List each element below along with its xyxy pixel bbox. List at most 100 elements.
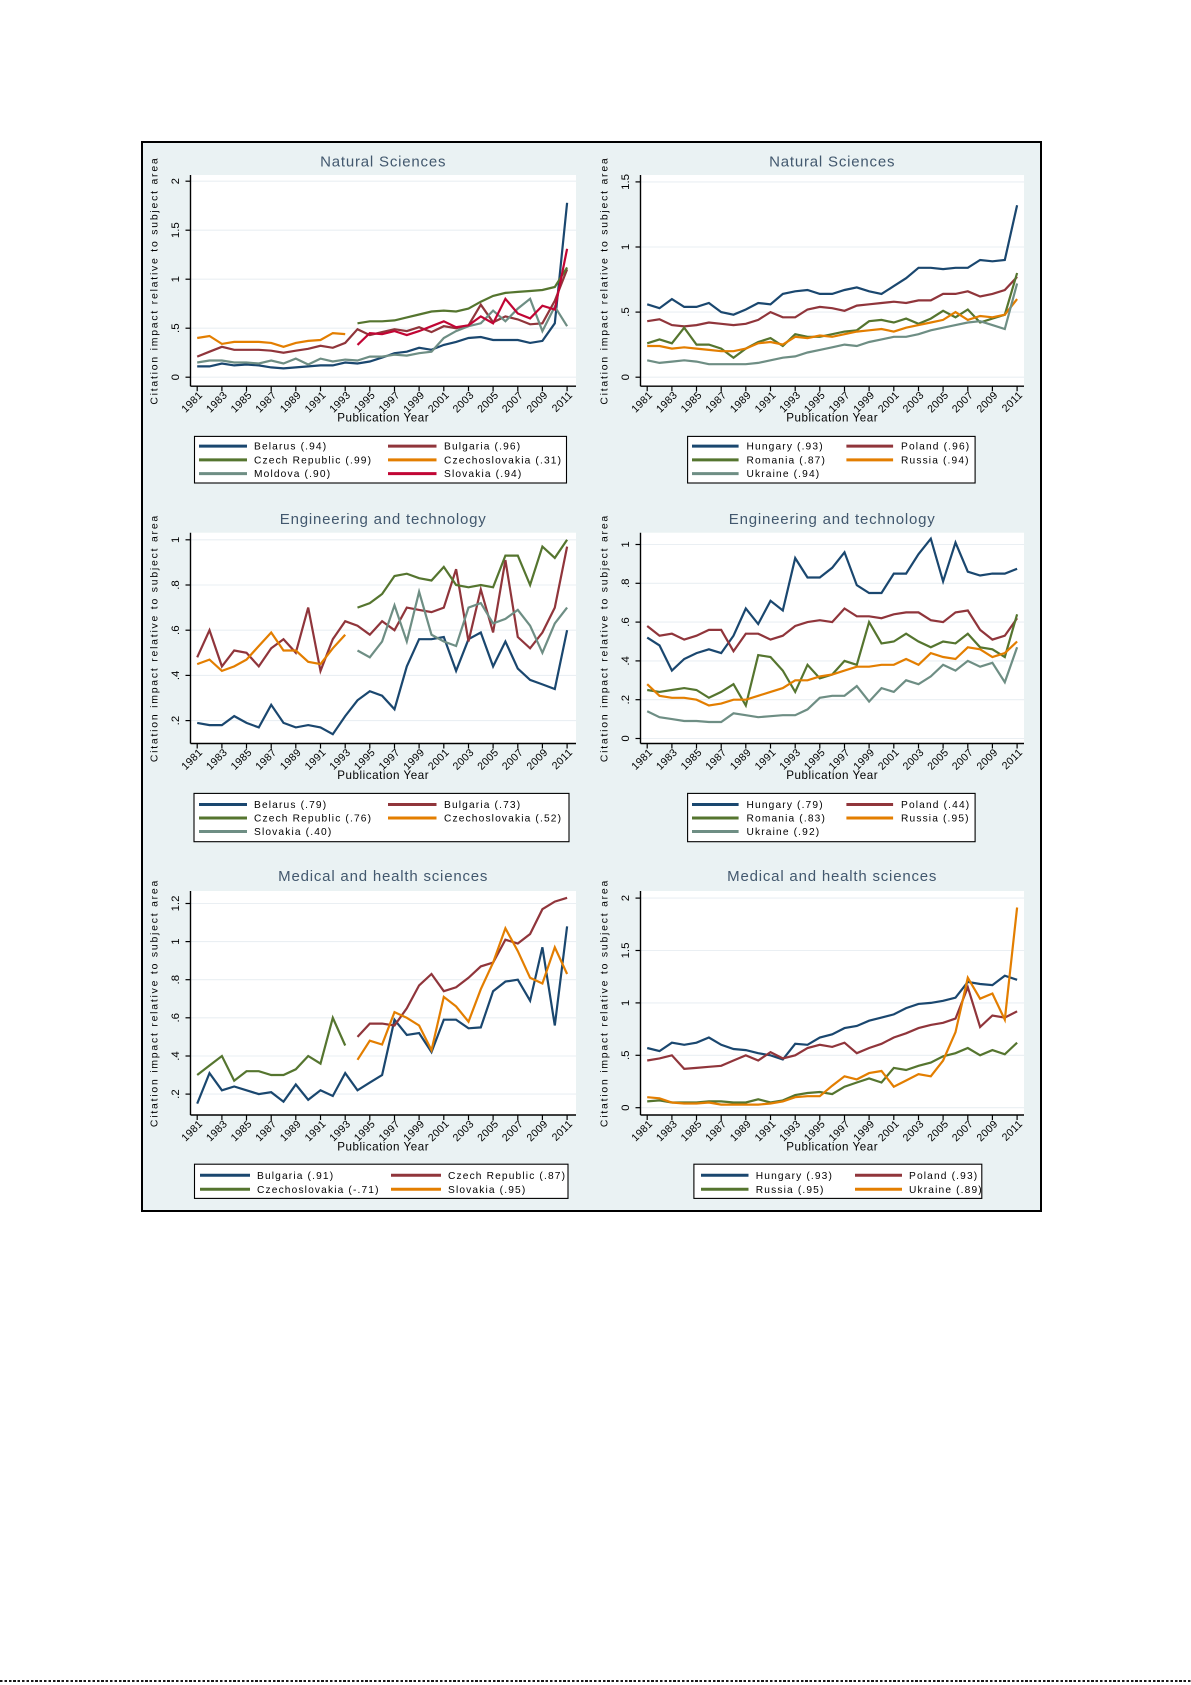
- svg-text:1: 1: [620, 541, 632, 547]
- svg-text:1981: 1981: [629, 747, 655, 773]
- svg-text:.2: .2: [170, 1089, 182, 1099]
- svg-text:Czechoslovakia (.52): Czechoslovakia (.52): [444, 814, 562, 825]
- svg-text:2011: 2011: [550, 747, 575, 772]
- svg-text:.6: .6: [620, 617, 632, 627]
- svg-text:1989: 1989: [278, 1118, 304, 1144]
- svg-text:Slovakia (.95): Slovakia (.95): [448, 1185, 526, 1196]
- svg-text:Bulgaria (.73): Bulgaria (.73): [444, 800, 521, 811]
- svg-text:Slovakia (.40): Slovakia (.40): [254, 827, 332, 838]
- svg-text:2009: 2009: [525, 1118, 551, 1144]
- svg-text:2011: 2011: [1000, 747, 1025, 772]
- svg-text:Belarus (.94): Belarus (.94): [254, 442, 327, 453]
- svg-text:Citation impact relative to su: Citation impact relative to subject area: [150, 514, 161, 762]
- svg-text:2001: 2001: [426, 747, 452, 773]
- svg-text:Hungary (.93): Hungary (.93): [747, 442, 824, 453]
- svg-text:2003: 2003: [451, 389, 477, 415]
- svg-text:1987: 1987: [253, 747, 279, 773]
- svg-text:.4: .4: [620, 656, 632, 666]
- svg-text:2011: 2011: [550, 389, 575, 414]
- svg-text:2007: 2007: [950, 747, 976, 773]
- svg-text:2001: 2001: [876, 747, 902, 773]
- svg-text:2001: 2001: [876, 1118, 902, 1144]
- svg-text:.6: .6: [170, 1013, 182, 1023]
- svg-text:0: 0: [620, 735, 632, 741]
- svg-text:1981: 1981: [179, 389, 205, 415]
- svg-text:2009: 2009: [975, 747, 1001, 773]
- svg-text:1991: 1991: [753, 747, 779, 773]
- svg-text:1985: 1985: [679, 747, 705, 773]
- svg-text:Citation impact relative to su: Citation impact relative to subject area: [600, 157, 611, 405]
- svg-text:Citation impact relative to su: Citation impact relative to subject area: [150, 879, 161, 1127]
- svg-text:1983: 1983: [204, 389, 230, 415]
- svg-text:Romania (.83): Romania (.83): [747, 814, 827, 825]
- svg-text:.4: .4: [170, 671, 182, 681]
- svg-text:Poland (.93): Poland (.93): [909, 1171, 978, 1182]
- svg-text:2009: 2009: [975, 1118, 1001, 1144]
- svg-text:.5: .5: [620, 1051, 632, 1061]
- svg-text:1: 1: [620, 1000, 632, 1006]
- svg-text:Czech Republic (.76): Czech Republic (.76): [254, 814, 372, 825]
- svg-text:1.2: 1.2: [170, 896, 182, 912]
- svg-text:1985: 1985: [229, 389, 255, 415]
- svg-text:0: 0: [170, 374, 182, 380]
- svg-text:2011: 2011: [550, 1118, 575, 1143]
- svg-text:1: 1: [170, 537, 182, 543]
- svg-text:Russia (.95): Russia (.95): [756, 1185, 825, 1196]
- svg-text:1991: 1991: [303, 747, 329, 773]
- svg-text:.6: .6: [170, 625, 182, 635]
- svg-text:Ukraine (.89): Ukraine (.89): [909, 1185, 983, 1196]
- svg-text:Natural Sciences: Natural Sciences: [320, 154, 446, 171]
- svg-text:0: 0: [620, 1105, 632, 1111]
- svg-text:Moldova (.90): Moldova (.90): [254, 469, 331, 480]
- svg-text:Belarus (.79): Belarus (.79): [254, 800, 327, 811]
- svg-text:0: 0: [620, 374, 632, 380]
- svg-text:2005: 2005: [475, 747, 501, 773]
- svg-text:Poland (.96): Poland (.96): [901, 442, 970, 453]
- svg-text:Publication Year: Publication Year: [786, 412, 878, 425]
- svg-text:Hungary (.79): Hungary (.79): [747, 800, 824, 811]
- svg-text:Publication Year: Publication Year: [337, 412, 429, 425]
- svg-text:2011: 2011: [1000, 389, 1025, 414]
- svg-text:2007: 2007: [500, 389, 526, 415]
- svg-text:1991: 1991: [303, 1118, 329, 1144]
- svg-text:Russia (.94): Russia (.94): [901, 455, 970, 466]
- svg-text:.5: .5: [620, 307, 632, 317]
- svg-text:Citation impact relative to su: Citation impact relative to subject area: [600, 879, 611, 1127]
- svg-text:1987: 1987: [253, 389, 279, 415]
- svg-text:2005: 2005: [475, 1118, 501, 1144]
- svg-text:2007: 2007: [950, 389, 976, 415]
- svg-text:2003: 2003: [451, 747, 477, 773]
- svg-text:2001: 2001: [426, 1118, 452, 1144]
- svg-text:.8: .8: [170, 975, 182, 985]
- svg-text:1983: 1983: [654, 747, 680, 773]
- svg-text:1981: 1981: [629, 389, 655, 415]
- svg-text:1991: 1991: [753, 1118, 779, 1144]
- svg-text:Czech Republic (.87): Czech Republic (.87): [448, 1171, 566, 1182]
- svg-text:Publication Year: Publication Year: [337, 1140, 429, 1153]
- svg-text:2001: 2001: [876, 389, 902, 415]
- svg-text:Natural Sciences: Natural Sciences: [769, 154, 895, 171]
- svg-text:1983: 1983: [204, 1118, 230, 1144]
- svg-text:2007: 2007: [500, 1118, 526, 1144]
- svg-text:2009: 2009: [975, 389, 1001, 415]
- svg-text:2003: 2003: [901, 747, 927, 773]
- svg-text:2001: 2001: [426, 389, 452, 415]
- svg-text:1987: 1987: [703, 747, 729, 773]
- svg-text:Ukraine (.92): Ukraine (.92): [747, 827, 821, 838]
- svg-text:1991: 1991: [753, 389, 779, 415]
- svg-text:Citation impact relative to su: Citation impact relative to subject area: [150, 157, 161, 405]
- svg-text:Slovakia (.94): Slovakia (.94): [444, 469, 522, 480]
- svg-text:Poland (.44): Poland (.44): [901, 800, 970, 811]
- svg-text:Engineering and technology: Engineering and technology: [729, 511, 936, 528]
- svg-text:1: 1: [170, 938, 182, 944]
- svg-text:Czech Republic (.99): Czech Republic (.99): [254, 455, 372, 466]
- svg-text:1983: 1983: [654, 389, 680, 415]
- svg-text:1987: 1987: [703, 389, 729, 415]
- svg-text:2: 2: [170, 178, 182, 184]
- svg-text:.4: .4: [170, 1051, 182, 1061]
- svg-text:Czechoslovakia (.31): Czechoslovakia (.31): [444, 455, 562, 466]
- svg-text:1989: 1989: [278, 389, 304, 415]
- svg-text:1981: 1981: [179, 1118, 205, 1144]
- svg-text:1983: 1983: [204, 747, 230, 773]
- svg-text:Russia (.95): Russia (.95): [901, 814, 970, 825]
